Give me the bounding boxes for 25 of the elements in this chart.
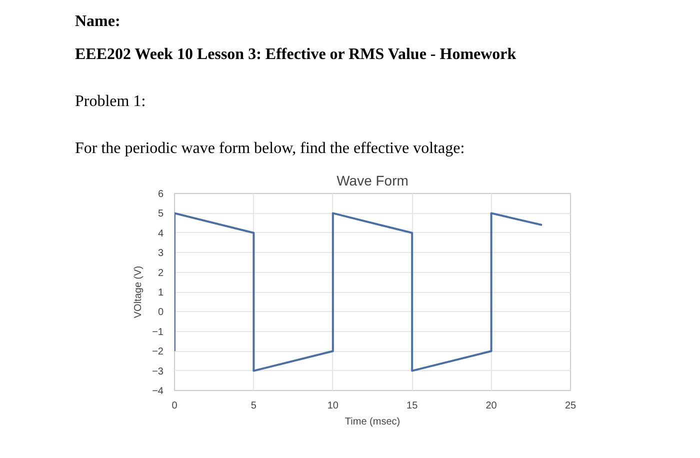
text: EEE202 Week 10 Lesson 3: Effective or RMS Value - Homework [75,44,516,65]
x-tick-label: 0 [172,400,178,412]
line-series [174,212,543,372]
text: For the periodic wave form below, find the effective voltage: [75,138,465,159]
y-tick-label: 3 [158,248,164,260]
y-axis-title: VOltage (V) [133,266,144,318]
y-tick-label: 0 [158,308,164,319]
x-tick-label: 5 [250,400,257,412]
text: Problem 1: [75,92,146,112]
y-tick-label: −1 [152,327,164,338]
x-tick-label: 10 [327,400,339,412]
text: Name: [75,12,120,32]
y-tick-label: 1 [158,288,164,299]
x-tick-label: 20 [486,400,498,412]
chart-title: Wave Form [336,172,408,189]
x-tick-label: 25 [564,400,576,412]
x-axis-title: Time (msec) [344,416,400,428]
y-tick-label: 6 [158,189,164,200]
y-tick-label: −4 [152,386,164,398]
y-tick-label: 4 [158,228,164,240]
y-tick-label: −3 [152,366,164,378]
y-tick-label: 5 [158,209,164,220]
y-tick-label: 2 [158,268,164,280]
x-tick-label: 15 [406,400,418,412]
y-tick-label: −2 [152,346,164,358]
